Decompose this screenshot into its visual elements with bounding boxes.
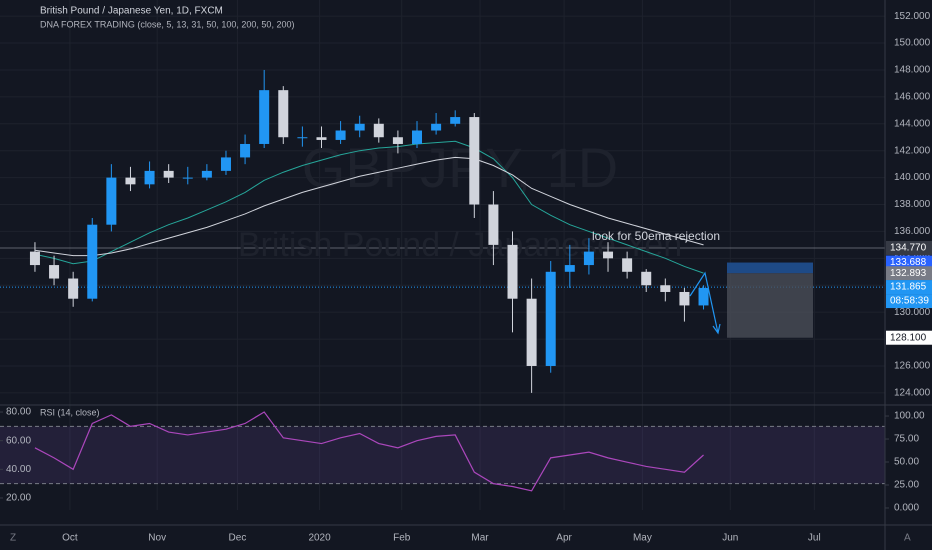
price-label-bg (886, 330, 932, 345)
rsi-title: RSI (14, close) (40, 407, 100, 417)
position-target (727, 262, 813, 274)
auto-button[interactable]: A (904, 533, 911, 544)
price-label: 134.770 (890, 243, 927, 254)
candle-body (201, 170, 212, 178)
candle-body (526, 298, 537, 366)
x-tick-label: May (633, 533, 652, 544)
price-label: 133.688 (890, 257, 927, 268)
symbol-title: British Pound / Japanese Yen, 1D, FXCM (40, 6, 223, 17)
x-tick-label: 2020 (308, 533, 331, 544)
z-button[interactable]: Z (10, 533, 16, 544)
candle-body (87, 224, 98, 299)
candle-body (182, 177, 193, 179)
y-tick-label: 146.000 (894, 92, 931, 103)
price-label-bg (886, 266, 932, 281)
candle-body (278, 90, 289, 138)
candle-body (106, 177, 117, 225)
y-tick-label: 152.000 (894, 11, 931, 22)
candle-body (698, 287, 709, 306)
y-tick-label: 150.000 (894, 38, 931, 49)
y-tick-label: 148.000 (894, 65, 931, 76)
candle-body (679, 291, 690, 306)
x-tick-label: Jul (808, 533, 821, 544)
candle-body (49, 265, 60, 279)
rsi-line (34, 411, 704, 492)
candle-body (297, 137, 308, 139)
y-tick-label: 142.000 (894, 145, 931, 156)
position-stop (727, 273, 813, 338)
y-tick-label: 136.000 (894, 226, 931, 237)
moving-average (34, 140, 704, 274)
candle-body (545, 271, 556, 366)
countdown-bg (886, 294, 932, 309)
candle-body (220, 157, 231, 171)
candle-body (354, 123, 365, 131)
x-tick-label: Feb (393, 533, 411, 544)
y-tick-label: 140.000 (894, 172, 931, 183)
candle-body (450, 117, 461, 124)
candle-body (373, 123, 384, 138)
candle-body (564, 265, 575, 272)
y-tick-label: 126.000 (894, 361, 931, 372)
candle-body (583, 251, 594, 266)
x-tick-label: Apr (556, 533, 572, 544)
watermark-symbol: GBPJPY, 1D (302, 136, 618, 199)
candle-body (335, 130, 346, 140)
rsi-y2-tick-label: 100.00 (894, 411, 925, 422)
rsi-tick-label: 40.00 (6, 464, 31, 475)
candle-body (125, 177, 136, 185)
candle-body (316, 137, 327, 140)
price-label: 128.100 (890, 332, 927, 343)
candle-body (641, 271, 652, 286)
rsi-y2-tick-label: 0.000 (894, 503, 919, 514)
x-tick-label: Dec (229, 533, 247, 544)
price-label: 131.865 (890, 282, 927, 293)
x-tick-label: Mar (471, 533, 489, 544)
y-tick-label: 138.000 (894, 199, 931, 210)
rsi-y2-tick-label: 50.00 (894, 457, 919, 468)
indicator-title: DNA FOREX TRADING (close, 5, 13, 31, 50,… (40, 19, 294, 29)
price-label-bg (886, 240, 932, 255)
y-tick-label: 130.000 (894, 307, 931, 318)
x-tick-label: Oct (62, 533, 78, 544)
candle-body (392, 137, 403, 144)
annotation: look for 50ema rejection (592, 229, 720, 243)
x-tick-label: Jun (722, 533, 738, 544)
candle-body (488, 204, 499, 245)
plot (29, 69, 709, 492)
candle-body (411, 130, 422, 144)
candle-body (29, 251, 40, 266)
candle-body (507, 244, 518, 299)
rsi-y2-tick-label: 25.00 (894, 480, 919, 491)
candle-body (622, 258, 633, 272)
arrow (689, 271, 719, 334)
rsi-band (0, 426, 885, 484)
candle-body (259, 90, 270, 144)
arrow-head (712, 323, 721, 335)
candle-body (431, 123, 442, 131)
candle-body (603, 251, 614, 259)
rsi-tick-label: 80.00 (6, 407, 31, 418)
candle-body (144, 170, 155, 185)
x-tick-label: Nov (148, 533, 166, 544)
price-label-bg (886, 255, 932, 270)
y-tick-label: 124.000 (894, 388, 931, 399)
rsi-tick-label: 60.00 (6, 435, 31, 446)
candle-body (163, 170, 174, 178)
grid (0, 0, 889, 510)
candle-body (68, 278, 79, 299)
moving-average (34, 156, 704, 257)
candle-body (469, 117, 480, 205)
rsi-tick-label: 20.00 (6, 493, 31, 504)
candle-body (240, 143, 251, 158)
y-tick-label: 144.000 (894, 118, 931, 129)
price-label: 132.893 (890, 268, 927, 279)
rsi-y2-tick-label: 75.00 (894, 434, 919, 445)
countdown: 08:58:39 (890, 296, 929, 307)
candle-body (660, 285, 671, 292)
price-label-bg (886, 280, 932, 295)
